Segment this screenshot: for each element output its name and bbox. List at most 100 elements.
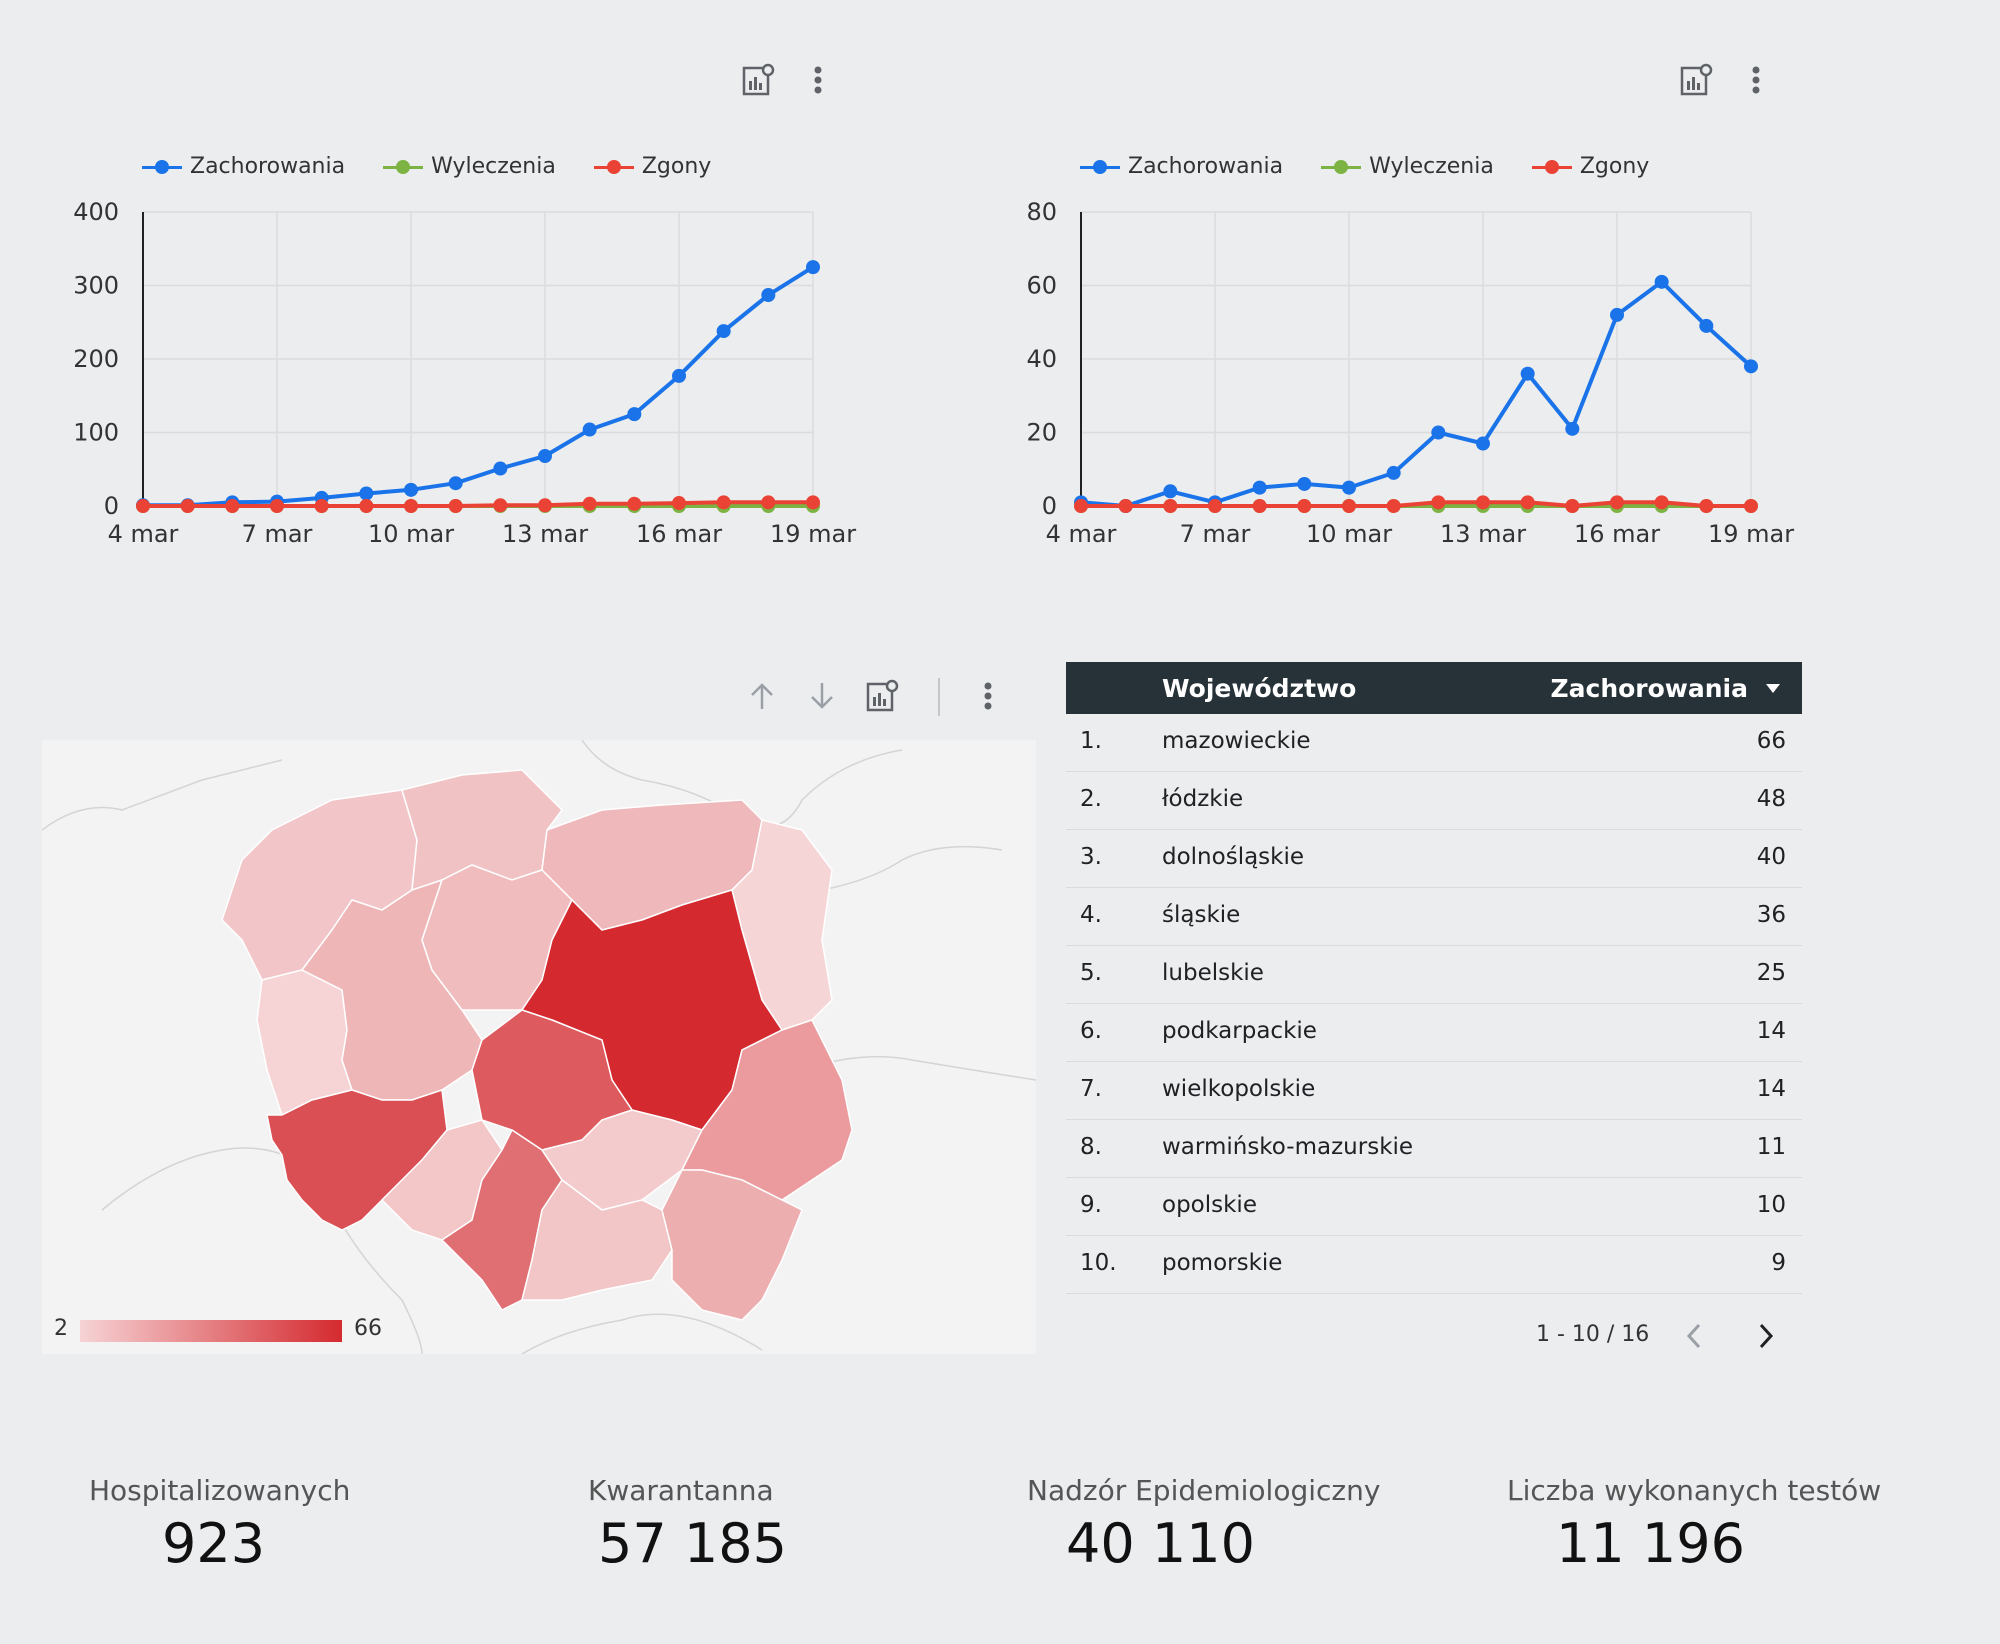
legend-item-deaths[interactable]: Zgony [1531,154,1649,179]
data-point [582,422,597,437]
data-point [1297,499,1312,513]
legend-item-recovered[interactable]: Wyleczenia [1321,154,1494,179]
more-vert-icon [814,66,822,94]
sort-desc-icon[interactable] [1766,684,1780,693]
table-row[interactable]: 3. dolnośląskie 40 [1066,830,1802,888]
x-tick-label: 10 mar [368,520,454,548]
row-value: 14 [1756,1018,1786,1044]
data-point [627,496,642,511]
y-tick-label: 60 [1026,272,1057,300]
table-header: Województwo Zachorowania [1066,662,1802,714]
data-point [1163,484,1178,499]
chart-settings-button[interactable] [736,58,780,102]
x-tick-label: 13 mar [502,520,588,548]
row-number: 1. [1080,728,1102,754]
kpi-value-hospitalized: 923 [162,1512,266,1575]
next-page-button[interactable] [1744,1314,1788,1358]
chart-legend: Zachorowania Wyleczenia Zgony [1080,154,1649,179]
header-region[interactable]: Województwo [1162,674,1357,703]
data-point [672,496,686,511]
data-point [1342,480,1356,495]
data-point [225,499,240,513]
x-tick-label: 7 mar [1180,520,1251,548]
data-point [404,499,418,513]
data-point [538,449,552,464]
scale-min-label: 2 [54,1316,68,1341]
header-cases[interactable]: Zachorowania [1550,674,1749,703]
line-chart-cumulative: 0 100 200 300 400 4 mar 7 mar 10 mar 13 mar 16 ma… [73,198,856,548]
more-options-button[interactable] [796,58,840,102]
table-row[interactable]: 1. mazowieckie 66 [1066,714,1802,772]
table-row[interactable]: 4. śląskie 36 [1066,888,1802,946]
more-vert-icon [984,682,992,710]
x-tick-label: 16 mar [636,520,722,548]
data-point [314,499,329,513]
row-value: 48 [1756,786,1786,812]
more-options-button[interactable] [1734,58,1778,102]
y-tick-label: 0 [1042,492,1057,520]
data-point [448,476,463,491]
x-tick-label: 19 mar [770,520,856,548]
legend-item-cases[interactable]: Zachorowania [1080,154,1283,179]
data-point [493,461,508,476]
row-value: 14 [1756,1076,1786,1102]
data-point [806,260,820,275]
table-row[interactable]: 8. warmińsko-mazurskie 11 [1066,1120,1802,1178]
table-row[interactable]: 9. opolskie 10 [1066,1178,1802,1236]
row-value: 10 [1756,1192,1786,1218]
region-table: Województwo Zachorowania 1. mazowieckie 66… [1066,662,1802,1294]
table-row[interactable]: 6. podkarpackie 14 [1066,1004,1802,1062]
sort-descending-button[interactable] [800,674,844,718]
row-value: 36 [1756,902,1786,928]
row-region: łódzkie [1162,786,1244,812]
legend-item-cases[interactable]: Zachorowania [142,154,345,179]
chart-settings-button[interactable] [860,674,904,718]
y-tick-label: 20 [1026,419,1057,447]
kpi-label-hospitalized: Hospitalizowanych [89,1474,351,1507]
legend-item-recovered[interactable]: Wyleczenia [383,154,556,179]
row-value: 66 [1756,728,1786,754]
data-point [1565,421,1580,436]
arrow-up-icon [751,683,773,709]
table-row[interactable]: 7. wielkopolskie 14 [1066,1062,1802,1120]
kpi-value-surveillance: 40 110 [1066,1512,1255,1575]
more-options-button[interactable] [966,674,1010,718]
prev-page-button[interactable] [1672,1314,1716,1358]
chart-settings-icon [1680,63,1713,96]
data-point [1476,436,1490,451]
row-number: 10. [1080,1250,1117,1276]
y-tick-label: 80 [1026,198,1057,226]
row-region: pomorskie [1162,1250,1283,1276]
table-row[interactable]: 2. łódzkie 48 [1066,772,1802,830]
x-tick-label: 7 mar [242,520,313,548]
legend-item-deaths[interactable]: Zgony [593,154,711,179]
data-point [1699,318,1714,333]
data-point [1208,499,1222,513]
scale-max-label: 66 [354,1316,382,1341]
x-tick-label: 4 mar [1046,520,1117,548]
chart-settings-icon [866,679,899,712]
data-point [1520,366,1535,381]
table-row[interactable]: 5. lubelskie 25 [1066,946,1802,1004]
legend-label: Zachorowania [190,154,346,179]
series-line-zachorowania [1080,279,1753,508]
legend-label: Wyleczenia [431,154,556,179]
sort-ascending-button[interactable] [740,674,784,718]
kpi-value-quarantine: 57 185 [598,1512,787,1575]
row-number: 7. [1080,1076,1102,1102]
chart-settings-button[interactable] [1674,58,1718,102]
row-number: 8. [1080,1134,1102,1160]
choropleth-map[interactable] [42,740,1036,1354]
row-region: opolskie [1162,1192,1257,1218]
arrow-down-icon [811,683,833,709]
chevron-right-icon [1759,1323,1774,1349]
row-number: 2. [1080,786,1102,812]
data-point [270,499,284,513]
y-tick-label: 400 [73,198,119,226]
data-point [404,482,418,497]
data-point [1610,307,1624,322]
y-tick-label: 100 [73,419,119,447]
pagination-label: 1 - 10 / 16 [1536,1322,1650,1347]
table-row[interactable]: 10. pomorskie 9 [1066,1236,1802,1294]
y-tick-label: 0 [104,492,119,520]
